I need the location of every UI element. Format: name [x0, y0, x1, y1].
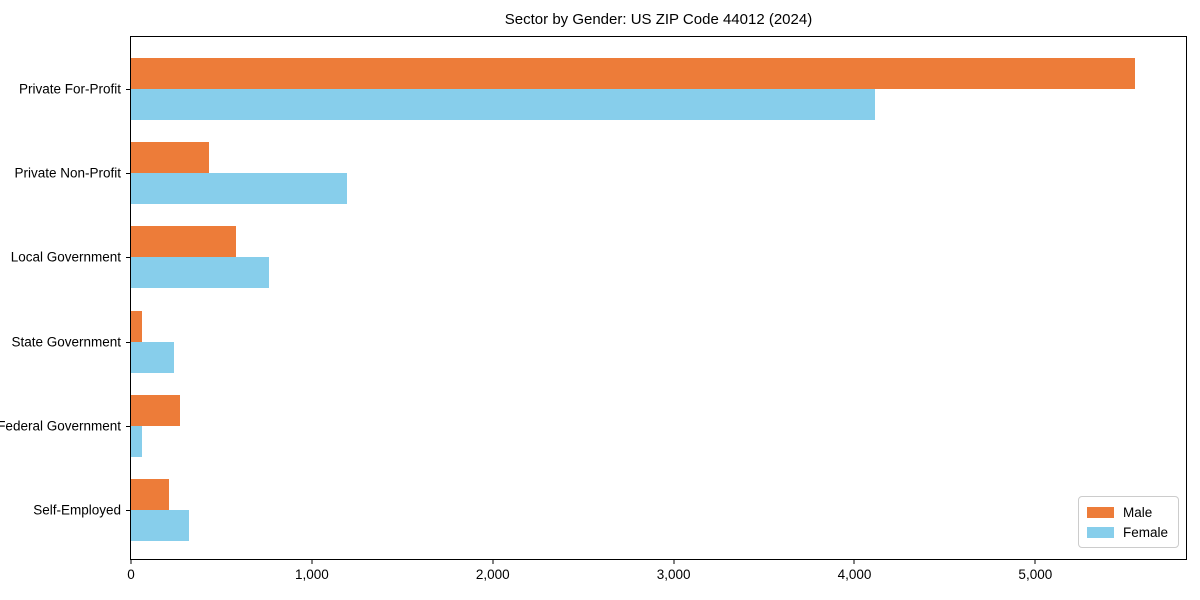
bar-male-self-employed [131, 479, 169, 510]
x-tick-mark [1034, 559, 1036, 564]
x-tick-label-1-000: 1,000 [294, 567, 329, 582]
bar-male-local-government [131, 226, 236, 258]
x-tick-label-0: 0 [127, 567, 135, 582]
x-tick-mark [853, 559, 855, 564]
y-tick-label-private-non-profit: Private Non-Profit [14, 165, 121, 181]
y-axis: Private For-Profit Private Non-Profit Loca… [0, 37, 131, 559]
bar-female-self-employed [131, 510, 189, 541]
x-axis: 0 1,000 2,000 3,000 4,000 5,000 [127, 559, 1186, 593]
bar-group-state-government [131, 310, 1186, 373]
x-tick-mark [673, 559, 675, 564]
legend-swatch-female [1086, 526, 1114, 538]
chart-title: Sector by Gender: US ZIP Code 44012 (202… [504, 11, 813, 28]
x-tick-label-5-000: 5,000 [1018, 567, 1053, 582]
bar-group-private-non-profit [131, 142, 1186, 205]
x-tick-label-4-000: 4,000 [837, 567, 872, 582]
bar-female-private-for-profit [131, 89, 876, 120]
bar-group-self-employed [131, 479, 1186, 541]
y-tick-label-federal-government: Federal Government [0, 418, 121, 434]
bar-female-state-government [131, 341, 175, 373]
x-tick-mark [311, 559, 313, 564]
x-tick-label-3-000: 3,000 [656, 567, 691, 582]
y-tick-mark [126, 425, 131, 427]
plot-area: Private For-Profit Private Non-Profit Loca… [0, 36, 1187, 582]
legend: Male Female [1077, 496, 1179, 548]
bar-female-private-non-profit [131, 173, 348, 205]
y-tick-mark [126, 257, 131, 259]
bar-female-local-government [131, 257, 270, 289]
y-tick-mark [126, 173, 131, 175]
bar-male-federal-government [131, 394, 180, 426]
bar-group-private-for-profit [131, 58, 1186, 120]
legend-swatch-male [1086, 506, 1114, 518]
legend-item-female: Female [1086, 524, 1168, 540]
y-tick-label-local-government: Local Government [10, 249, 121, 265]
bar-male-private-non-profit [131, 142, 209, 174]
bar-male-state-government [131, 310, 142, 342]
y-tick-label-state-government: State Government [11, 334, 121, 350]
bar-group-federal-government [131, 394, 1186, 457]
x-tick-mark [492, 559, 494, 564]
legend-item-male: Male [1086, 504, 1168, 520]
bar-female-federal-government [131, 425, 142, 457]
y-tick-mark [126, 510, 131, 511]
bar-male-private-for-profit [131, 58, 1135, 89]
bar-group-local-government [131, 226, 1186, 289]
y-tick-label-self-employed: Self-Employed [33, 502, 121, 518]
legend-label-female: Female [1122, 524, 1168, 540]
y-tick-mark [126, 89, 131, 90]
y-tick-mark [126, 341, 131, 343]
x-tick-label-2-000: 2,000 [475, 567, 510, 582]
y-tick-label-private-for-profit: Private For-Profit [18, 81, 121, 97]
legend-label-male: Male [1122, 504, 1153, 520]
x-tick-mark [130, 559, 132, 564]
